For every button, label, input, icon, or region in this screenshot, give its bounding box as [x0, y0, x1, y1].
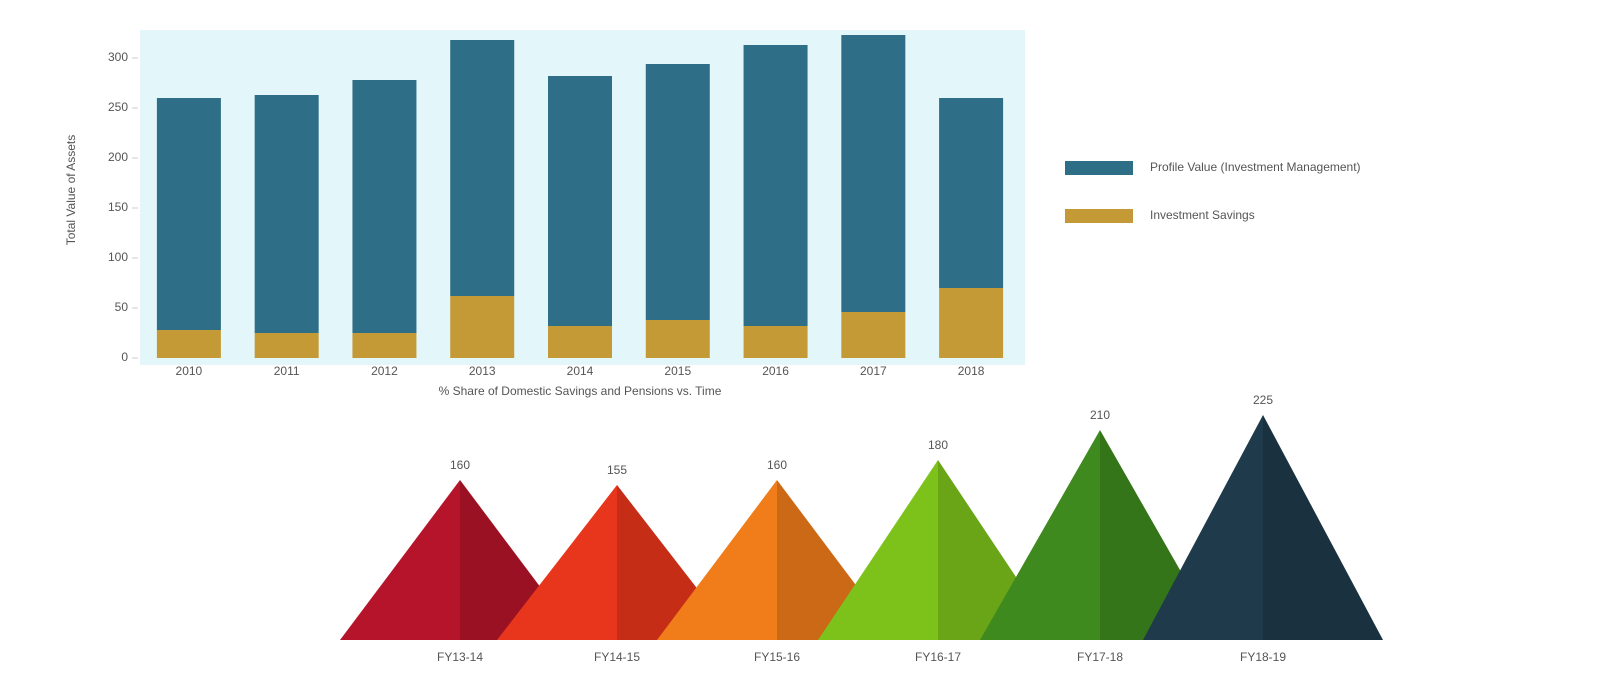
bar-segment: [254, 95, 319, 333]
triangle-shade: [1263, 415, 1383, 640]
x-tick-label: 2011: [274, 364, 300, 378]
bar-segment: [841, 35, 906, 312]
x-tick-label: 2013: [469, 364, 496, 378]
bar-segment: [939, 98, 1004, 288]
bar-segment: [743, 326, 808, 358]
data-label: 155: [607, 463, 627, 477]
x-tick-label: FY15-16: [754, 650, 800, 664]
data-label: 160: [450, 458, 470, 472]
bar-segment: [939, 288, 1004, 358]
bar-segment: [156, 98, 221, 330]
triangle: [340, 480, 580, 640]
y-tick-label: 300: [108, 50, 128, 64]
x-tick-label: FY16-17: [915, 650, 961, 664]
x-axis-title: % Share of Domestic Savings and Pensions…: [439, 384, 722, 398]
bar-segment: [548, 76, 612, 326]
triangle: [1143, 415, 1383, 640]
bar-segment: [450, 296, 515, 358]
x-tick-label: 2018: [958, 364, 985, 378]
x-tick-label: 2016: [762, 364, 789, 378]
bar-segment: [352, 80, 417, 333]
bar-segment: [352, 333, 417, 358]
triangle: [657, 480, 897, 640]
data-label: 160: [767, 458, 787, 472]
legend-label: Profile Value (Investment Management): [1150, 160, 1361, 174]
x-tick-label: 2010: [176, 364, 203, 378]
y-tick-label: 0: [121, 350, 128, 364]
bar-segment: [450, 40, 515, 296]
y-tick-label: 150: [108, 200, 128, 214]
x-tick-label: FY14-15: [594, 650, 640, 664]
bar-segment: [645, 320, 710, 358]
y-tick-label: 100: [108, 250, 128, 264]
data-label: 210: [1090, 408, 1110, 422]
legend-label: Investment Savings: [1150, 208, 1255, 222]
x-tick-label: FY18-19: [1240, 650, 1286, 664]
x-tick-label: 2014: [567, 364, 594, 378]
y-tick-label: 250: [108, 100, 128, 114]
bar-segment: [254, 333, 319, 358]
data-label: 180: [928, 438, 948, 452]
bar-segment: [743, 45, 808, 326]
triangle: [497, 485, 737, 640]
y-axis-title: Total Value of Assets: [64, 135, 78, 246]
bar-segment: [156, 330, 221, 358]
triangle: [980, 430, 1220, 640]
triangle: [818, 460, 1058, 640]
bar-segment: [548, 326, 612, 358]
data-label: 225: [1253, 393, 1273, 407]
bar-segment: [645, 64, 710, 320]
x-tick-label: FY17-18: [1077, 650, 1123, 664]
x-tick-label: 2012: [371, 364, 398, 378]
x-tick-label: 2015: [664, 364, 691, 378]
y-tick-label: 50: [115, 300, 129, 314]
legend-swatch: [1065, 209, 1133, 223]
x-tick-label: 2017: [860, 364, 887, 378]
x-tick-label: FY13-14: [437, 650, 483, 664]
y-tick-label: 200: [108, 150, 128, 164]
legend-swatch: [1065, 161, 1133, 175]
bar-segment: [841, 312, 906, 358]
